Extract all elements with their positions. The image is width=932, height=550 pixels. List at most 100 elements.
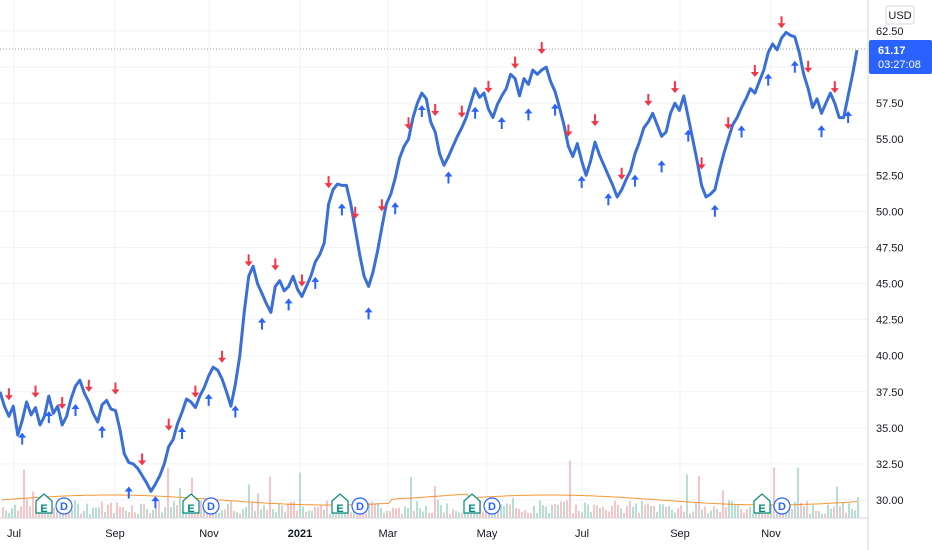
volume-bar — [833, 506, 835, 518]
dividend-icon[interactable] — [202, 497, 220, 515]
volume-bar — [755, 510, 757, 518]
volume-bar — [2, 507, 4, 518]
volume-bar — [218, 512, 220, 518]
dividend-label: D — [488, 501, 496, 513]
dividend-icon[interactable] — [483, 497, 501, 515]
volume-bar — [326, 500, 328, 518]
volume-bar — [143, 503, 145, 518]
volume-bar — [599, 507, 601, 518]
volume-bar — [287, 503, 289, 518]
volume-bar — [632, 506, 634, 518]
time-tick-label: Sep — [105, 528, 125, 540]
time-tick-label: May — [477, 528, 498, 540]
price-scale[interactable]: 62.5060.0057.5055.0052.5050.0047.5045.00… — [876, 26, 904, 507]
volume-bar — [602, 506, 604, 518]
sell-signal-icon — [164, 418, 173, 431]
volume-bar — [32, 491, 34, 518]
volume-bar — [380, 507, 382, 518]
volume-bar — [827, 504, 829, 518]
volume-bar — [302, 506, 304, 518]
dividend-icon[interactable] — [351, 497, 369, 515]
volume-bar — [677, 508, 679, 518]
buy-signal-icon — [604, 193, 613, 206]
buy-signal-icon — [444, 171, 453, 184]
dividend-label: D — [778, 501, 786, 513]
volume-bar — [401, 513, 403, 518]
volume-bar — [623, 513, 625, 518]
earnings-icon[interactable] — [753, 493, 771, 514]
earnings-icon[interactable] — [331, 493, 349, 514]
sell-signal-icon — [297, 274, 306, 287]
volume-bar — [650, 505, 652, 518]
volume-bar — [395, 508, 397, 518]
volume-bar — [560, 501, 562, 518]
volume-bar — [164, 507, 166, 518]
sell-signal-icon — [804, 60, 813, 73]
earnings-icon[interactable] — [35, 493, 53, 514]
volume-bar — [281, 505, 283, 518]
volume-bar — [308, 510, 310, 518]
volume-bar — [671, 509, 673, 518]
volume-bar — [314, 507, 316, 518]
volume-bar — [152, 509, 154, 518]
volume-bar — [812, 505, 814, 518]
price-tick-label: 47.50 — [876, 242, 904, 254]
volume-bar — [437, 499, 439, 518]
time-scale[interactable]: Jul Sep Nov 2021 Mar May Jul Sep Nov — [7, 528, 781, 540]
volume-bar — [422, 511, 424, 518]
buy-signal-icon — [337, 203, 346, 216]
volume-bar — [227, 503, 229, 518]
volume-bar — [431, 512, 433, 518]
dividend-icon[interactable] — [55, 497, 73, 515]
buy-signal-icon — [710, 204, 719, 217]
sell-signal-icon — [4, 388, 13, 401]
volume-bar — [743, 512, 745, 518]
volume-bar — [200, 500, 202, 518]
volume-bar — [569, 460, 571, 518]
volume-bar — [848, 503, 850, 518]
buy-signal-icon — [630, 174, 639, 187]
volume-bar — [590, 511, 592, 518]
volume-bar — [659, 504, 661, 518]
volume-bar — [734, 504, 736, 518]
volume-bar — [680, 505, 682, 518]
currency-badge[interactable]: USD — [885, 5, 915, 25]
price-tick-label: 32.50 — [876, 459, 904, 471]
buy-signal-icon — [524, 108, 533, 121]
volume-bar — [134, 512, 136, 518]
volume-bar — [392, 507, 394, 518]
dividend-icon[interactable] — [773, 497, 791, 515]
volume-bar — [5, 510, 7, 518]
volume-bar — [131, 505, 133, 518]
volume-bar — [533, 505, 535, 518]
earnings-label: E — [187, 503, 194, 515]
volume-bar — [383, 512, 385, 518]
buy-signal-icon — [364, 307, 373, 320]
volume-bar — [80, 513, 82, 518]
time-tick-label: Sep — [670, 528, 690, 540]
volume-bar — [329, 513, 331, 518]
volume-bar — [116, 502, 118, 518]
volume-bar — [617, 504, 619, 518]
volume-bar — [524, 510, 526, 518]
buy-signal-icon — [737, 125, 746, 138]
sell-signal-icon — [591, 114, 600, 127]
dividend-label: D — [207, 501, 215, 513]
volume-bar — [683, 511, 685, 518]
volume-bar — [536, 512, 538, 518]
sell-signal-icon — [111, 382, 120, 395]
volume-bar — [728, 500, 730, 518]
volume-bar — [641, 500, 643, 518]
earnings-icon[interactable] — [182, 493, 200, 514]
earnings-icon[interactable] — [463, 493, 481, 514]
price-tick-label: 50.00 — [876, 206, 904, 218]
volume-bar — [206, 510, 208, 518]
volume-bar — [608, 511, 610, 518]
volume-bar — [149, 512, 151, 518]
volume-bar — [542, 505, 544, 518]
volume-bar — [407, 507, 409, 518]
sell-signal-icon — [138, 453, 147, 466]
volume-bar — [242, 509, 244, 518]
volume-bar — [8, 512, 10, 518]
